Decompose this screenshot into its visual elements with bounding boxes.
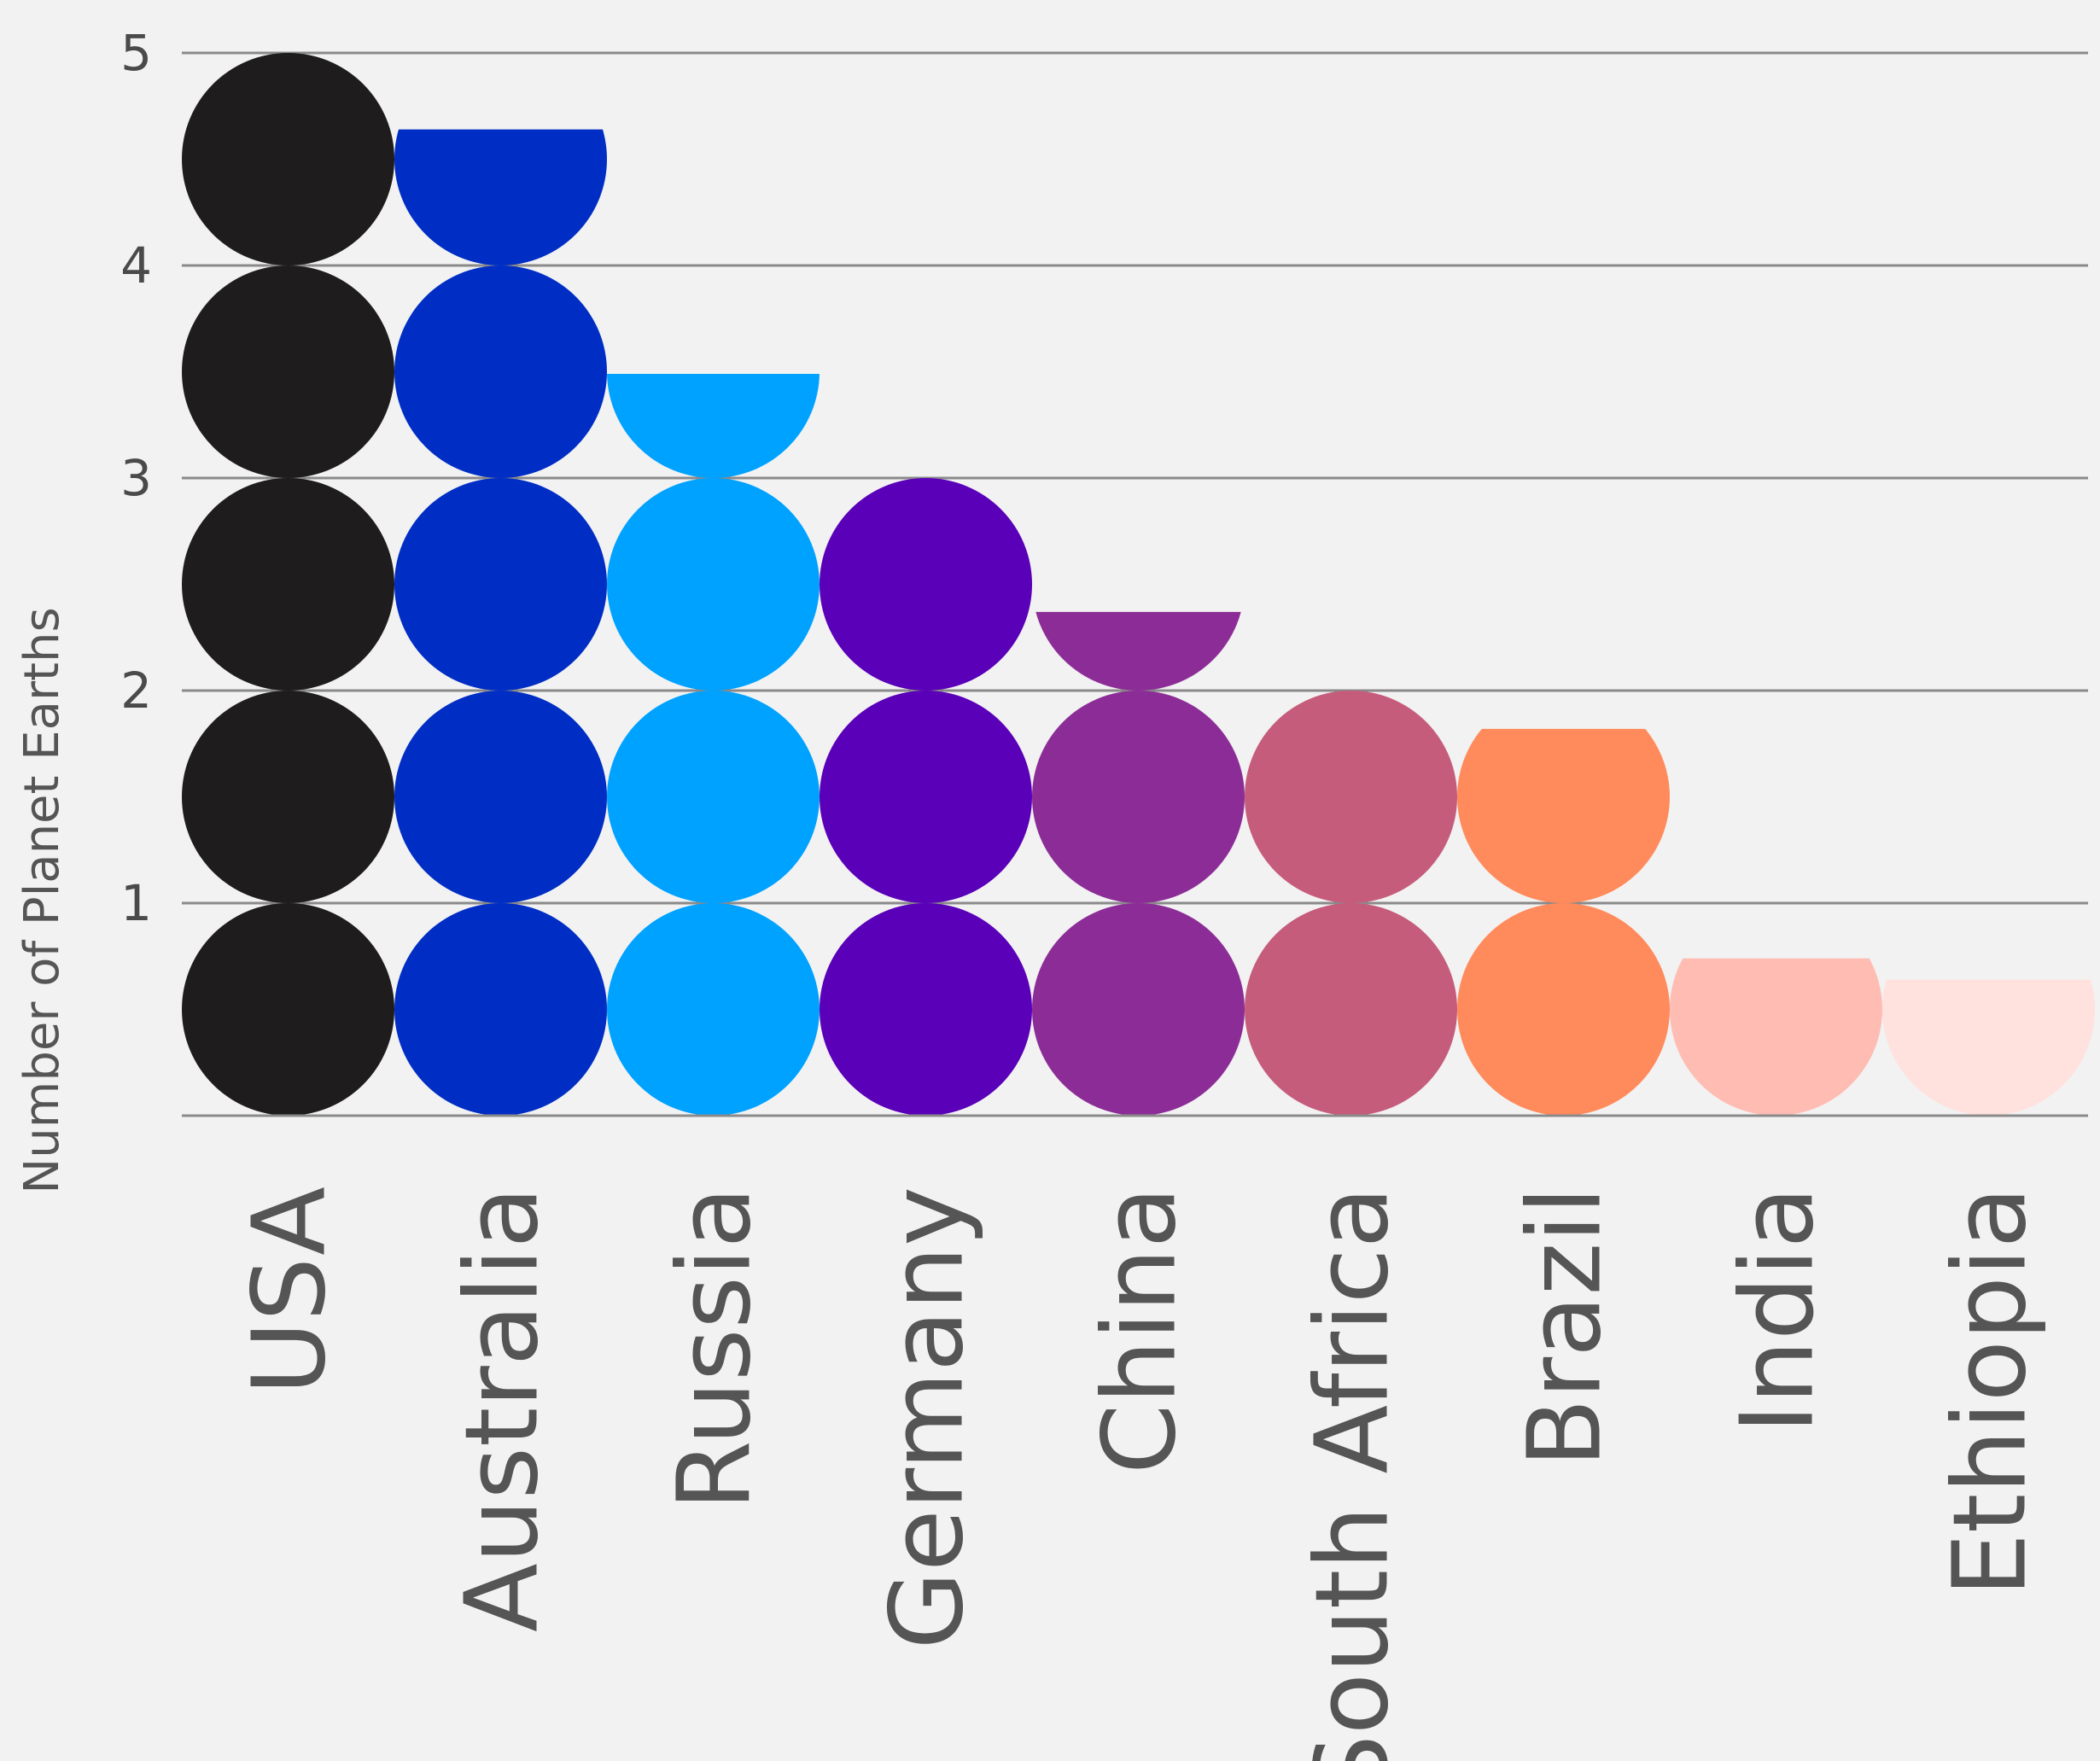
column-india bbox=[1670, 958, 1882, 1116]
column-russia bbox=[607, 373, 820, 1116]
circle-mark bbox=[1670, 958, 1882, 1116]
y-tick-label: 1 bbox=[120, 874, 152, 932]
circle-mark bbox=[820, 478, 1032, 691]
circle-mark bbox=[607, 903, 820, 1116]
circle-mark bbox=[182, 265, 394, 478]
circle-mark bbox=[394, 903, 607, 1116]
column-south-africa bbox=[1245, 691, 1457, 1116]
circle-marks bbox=[182, 53, 2095, 1116]
column-china bbox=[1032, 611, 1245, 1116]
column-germany bbox=[820, 478, 1032, 1116]
circle-mark bbox=[182, 903, 394, 1116]
category-label: Germany bbox=[868, 1187, 986, 1649]
column-australia bbox=[394, 129, 607, 1116]
y-tick-label: 2 bbox=[120, 662, 152, 720]
circle-mark bbox=[394, 691, 607, 903]
gridlines bbox=[182, 51, 2088, 905]
circle-mark bbox=[1032, 903, 1245, 1116]
circle-mark bbox=[1245, 691, 1457, 903]
category-label: Russia bbox=[656, 1187, 773, 1511]
circle-mark bbox=[1457, 903, 1670, 1116]
category-label: Ethiopia bbox=[1931, 1187, 2049, 1597]
y-tick-label: 3 bbox=[120, 449, 152, 507]
category-labels: USA Australia Russia Germany China South Afri… bbox=[230, 1187, 2049, 1761]
column-ethiopia bbox=[1882, 979, 2095, 1116]
category-label: China bbox=[1081, 1187, 1199, 1474]
category-label: India bbox=[1718, 1187, 1836, 1434]
circle-mark bbox=[1882, 979, 2095, 1116]
circle-mark bbox=[182, 53, 394, 265]
circle-mark bbox=[182, 478, 394, 691]
circle-mark bbox=[820, 691, 1032, 903]
circle-mark bbox=[394, 265, 607, 478]
category-label: USA bbox=[230, 1187, 348, 1395]
circle-mark bbox=[182, 691, 394, 903]
circle-mark bbox=[607, 691, 820, 903]
y-tick-label: 4 bbox=[120, 236, 152, 294]
circle-mark bbox=[1245, 903, 1457, 1116]
circle-mark bbox=[394, 129, 607, 265]
circle-mark bbox=[607, 373, 820, 478]
circle-mark bbox=[1035, 611, 1241, 691]
y-tick-label: 5 bbox=[120, 24, 152, 82]
column-brazil bbox=[1457, 728, 1670, 1116]
category-label: Australia bbox=[443, 1187, 561, 1632]
circle-mark bbox=[1457, 728, 1670, 903]
circle-mark bbox=[820, 903, 1032, 1116]
category-label: Brazil bbox=[1506, 1187, 1624, 1467]
category-label: South Africa bbox=[1293, 1187, 1411, 1761]
circle-mark bbox=[607, 478, 820, 691]
y-axis-label: Number of Planet Earths bbox=[15, 607, 70, 1193]
circle-mark bbox=[394, 478, 607, 691]
column-usa bbox=[182, 53, 394, 1116]
circle-mark bbox=[1032, 691, 1245, 903]
y-tick-labels: 1 2 3 4 5 bbox=[120, 24, 152, 932]
